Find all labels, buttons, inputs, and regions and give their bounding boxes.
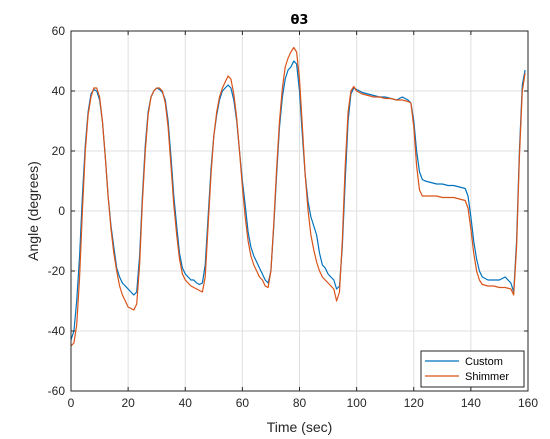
x-tick-label: 100 (347, 396, 367, 410)
chart-title: θ3 (291, 13, 309, 28)
y-tick-label: 60 (52, 24, 66, 38)
x-tick-label: 160 (518, 396, 538, 410)
series-line-custom (70, 60, 526, 341)
legend-label-shimmer: Shimmer (465, 371, 509, 383)
y-axis-title: Angle (degrees) (25, 161, 41, 261)
x-tick-label: 120 (404, 396, 424, 410)
y-tick-label: 40 (52, 84, 66, 98)
series-lines (70, 46, 526, 347)
y-tick-label: 20 (52, 144, 66, 158)
x-tick-label: 60 (236, 396, 250, 410)
axis-ticks: 0 20 40 60 80 100 120 140 160 -60 -40 -20 0 20 40 60 (48, 24, 539, 410)
y-tick-label: -20 (48, 264, 66, 278)
x-tick-label: 80 (293, 396, 307, 410)
x-tick-label: 140 (461, 396, 481, 410)
y-tick-label: -40 (48, 324, 66, 338)
y-tick-label: -60 (48, 384, 66, 398)
x-tick-label: 20 (121, 396, 135, 410)
legend-box (420, 350, 525, 388)
y-tick-label: 0 (58, 204, 65, 218)
x-axis-title: Time (sec) (267, 419, 333, 435)
x-tick-label: 40 (179, 396, 193, 410)
legend: Custom Shimmer (420, 350, 525, 388)
series-line-shimmer (70, 46, 526, 347)
x-tick-label: 0 (68, 396, 75, 410)
legend-label-custom: Custom (465, 356, 503, 368)
